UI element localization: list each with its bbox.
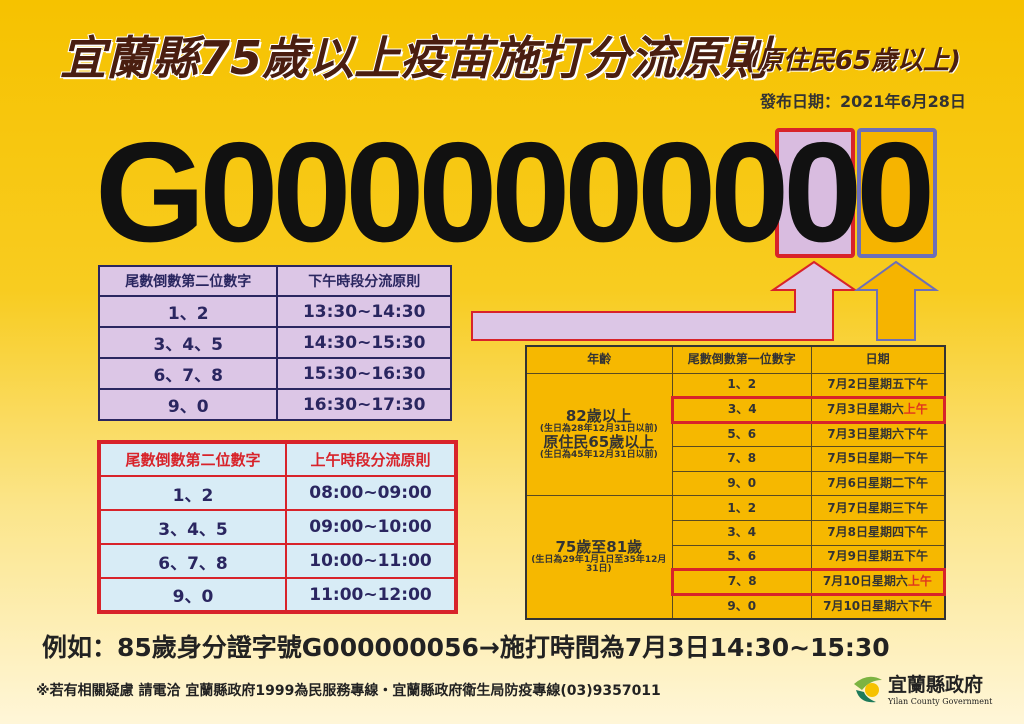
period-text: 下午 [908,599,933,614]
table-row: 7、8 7月10日星期六上午 [526,568,947,596]
table-row: 1、2 13:30~14:30 [97,295,452,328]
digits-cell: 3、4 [671,520,812,546]
table-row: 6、7、8 15:30~16:30 [97,357,452,390]
digits-cell: 5、6 [671,544,812,571]
period-text: 下午 [903,427,928,442]
date-cell: 7月10日星期六下午 [810,593,946,620]
period-text: 下午 [903,377,928,392]
digits-cell: 5、6 [671,421,812,448]
purple-arrow-icon [471,260,859,341]
digits-cell: 1、2 [671,495,812,522]
page-title: 宜蘭縣75歲以上疫苗施打分流原則 [59,30,769,86]
date-cell: 7月6日星期二下午 [810,470,946,497]
yilan-logo-icon [854,676,882,703]
table-row: 6、7、8 10:00~11:00 [98,543,458,579]
header-cell: 尾數倒數第二位數字 [97,265,279,297]
date-cell: 7月9日星期五下午 [810,544,946,571]
age-group-cell: 75歲至81歲 (生日為29年1月1日至35年12月31日) [525,495,673,620]
period-text: 下午 [903,500,928,515]
date-cell: 7月10日星期六上午 [810,568,947,596]
contact-footer: ※若有相關疑慮 請電洽 宜蘭縣政府1999為民服務專線・宜蘭縣政府衛生局防疫專線… [36,683,661,699]
page-subtitle: (原住民65歲以上) [745,46,961,76]
table-row: 3、4 7月3日星期六上午 [526,396,947,424]
header-cell: 日期 [810,345,946,374]
table-row: 75歲至81歲 (生日為29年1月1日至35年12月31日) 1、2 7月7日星期三下… [525,495,946,620]
table-row: 1、2 08:00~09:00 [98,475,458,511]
second-last-digit-highlight [775,128,855,258]
id-number-example: G0000000000 [95,113,935,272]
header-cell: 下午時段分流原則 [276,265,452,297]
morning-schedule-table: 尾數倒數第二位數字 上午時段分流原則 1、2 08:00~09:00 3、4、5 09… [97,440,458,614]
age-schedule-table: 年齡 尾數倒數第一位數字 日期 82歲以上 (生日為28年12月31日以前) 原住民65… [525,345,947,620]
age-label: 82歲以上 [565,407,632,426]
last-digit-highlight [857,128,937,258]
table-row: 3、4 7月8日星期四下午 [526,520,946,546]
example-text: 例如：85歲身分證字號G000000056→施打時間為7月3日14:30~15:… [42,633,890,662]
period-text: 上午 [907,574,932,589]
table-row: 5、6 7月9日星期五下午 [526,544,946,571]
date-cell: 7月3日星期六下午 [810,421,946,448]
period-text: 上午 [903,402,928,417]
digits-cell: 7、8 [670,568,812,596]
table-row: 9、0 7月6日星期二下午 [526,470,946,497]
header-cell: 年齡 [525,345,673,374]
table-row: 7、8 7月5日星期一下午 [526,446,946,472]
logo-name: 宜蘭縣政府 [888,674,984,696]
digits-cell: 1、2 [671,372,812,399]
table-row: 9、0 11:00~12:00 [98,577,458,613]
period-text: 下午 [903,549,928,564]
date-text: 7月5日星期一 [827,451,904,466]
date-cell: 7月2日星期五下午 [810,372,946,399]
date-text: 7月6日星期二 [827,476,904,491]
header-cell: 尾數倒數第二位數字 [98,441,287,477]
age-label: (生日為29年1月1日至35年12月31日) [531,554,667,575]
age-label: 75歲至81歲 [555,538,643,557]
date-text: 7月3日星期六 [827,427,904,442]
date-text: 7月9日星期五 [827,549,904,564]
header-cell: 上午時段分流原則 [284,441,458,477]
date-text: 7月2日星期五 [827,377,904,392]
table-row: 82歲以上 (生日為28年12月31日以前) 原住民65歲以上 (生日為45年12月3… [525,372,946,497]
logo-english: Yilan County Government [888,697,993,706]
digits-cell: 3、4 [670,396,812,424]
table-row: 3、4、5 09:00~10:00 [98,509,458,545]
table-row: 3、4、5 14:30~15:30 [97,326,452,359]
age-label: 原住民65歲以上 [543,433,655,452]
date-text: 7月10日星期六 [823,599,909,614]
digits-cell: 9、0 [671,593,812,620]
digits-cell: 9、0 [671,470,812,497]
date-cell: 7月8日星期四下午 [810,520,946,546]
table-row: 9、0 7月10日星期六下午 [526,593,946,620]
table-row: 9、0 16:30~17:30 [97,388,452,421]
date-cell: 7月3日星期六上午 [810,396,947,424]
header-cell: 尾數倒數第一位數字 [671,345,812,374]
age-label: (生日為28年12月31日以前) [539,423,658,434]
afternoon-schedule-table: 尾數倒數第二位數字 下午時段分流原則 1、2 13:30~14:30 3、4、5 14… [97,265,452,421]
period-text: 下午 [903,451,928,466]
date-cell: 7月5日星期一下午 [810,446,946,472]
date-cell: 7月7日星期三下午 [810,495,946,522]
date-text: 7月7日星期三 [827,500,904,515]
age-group-cell: 82歲以上 (生日為28年12月31日以前) 原住民65歲以上 (生日為45年12月3… [525,372,673,497]
date-text: 7月8日星期四 [827,525,904,540]
date-text: 7月3日星期六 [827,402,904,417]
publish-date: 發布日期：2021年6月28日 [760,92,966,111]
period-text: 下午 [903,525,928,540]
period-text: 下午 [903,476,928,491]
digits-cell: 7、8 [671,446,812,472]
date-text: 7月10日星期六 [822,574,908,589]
orange-arrow-icon [853,260,940,341]
age-label: (生日為45年12月31日以前) [539,449,658,460]
